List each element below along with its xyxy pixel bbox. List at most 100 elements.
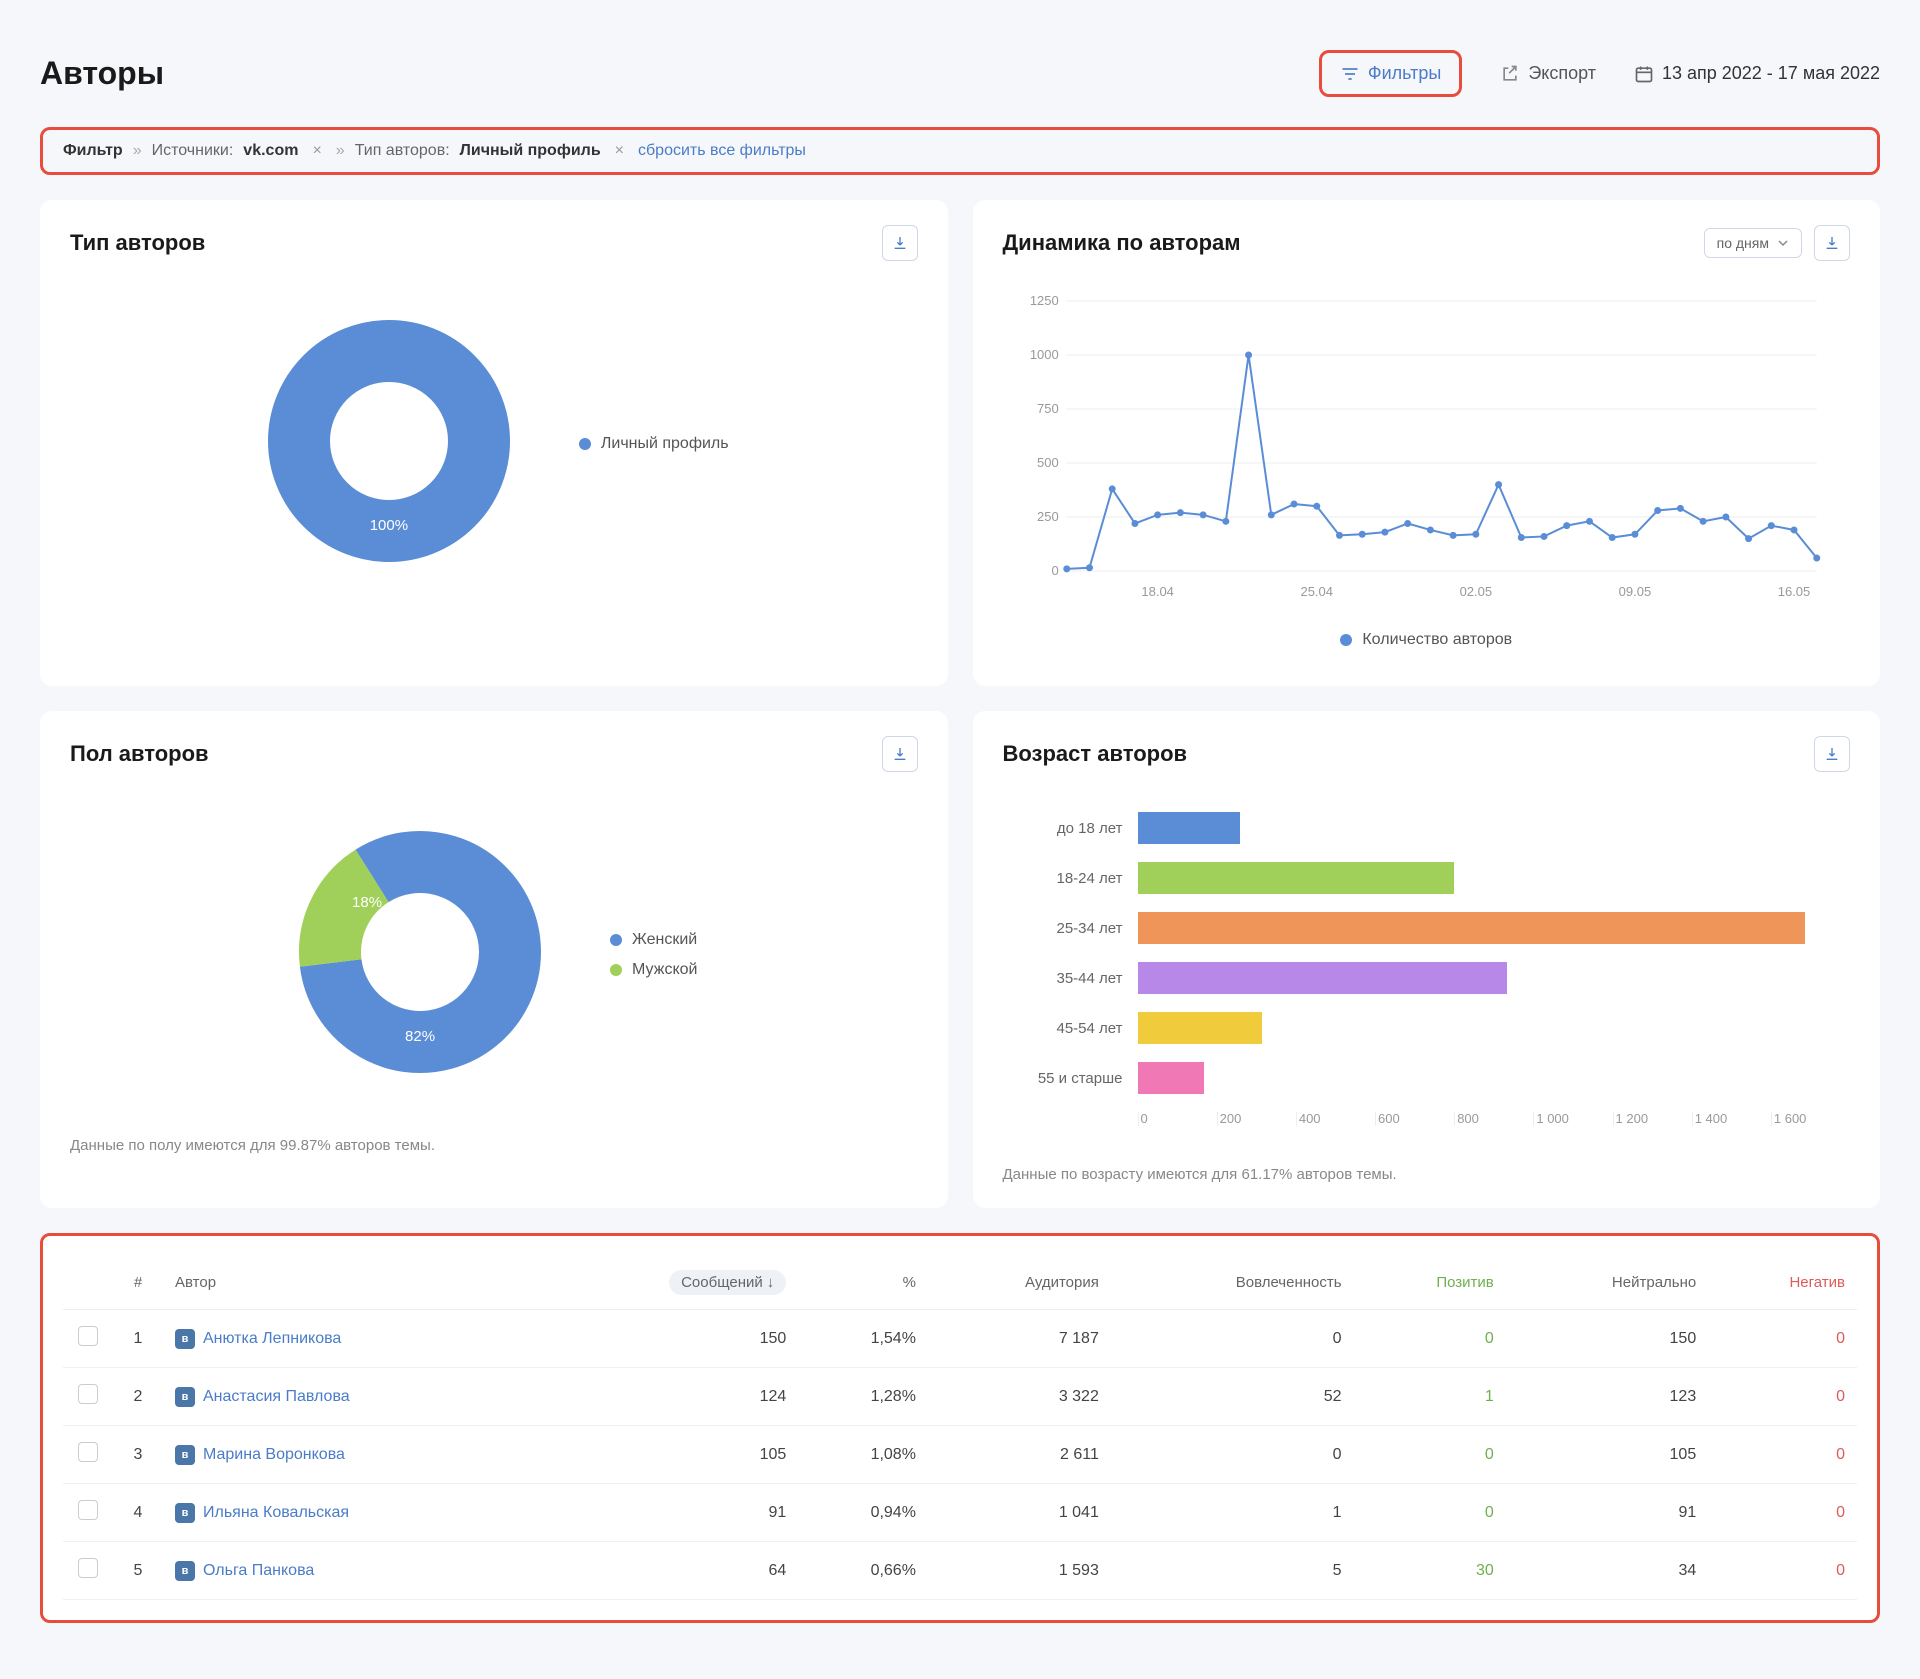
col-positive[interactable]: Позитив (1354, 1256, 1506, 1310)
age-bar-row: 25-34 лет (1003, 912, 1851, 944)
axis-tick: 1 200 (1613, 1112, 1692, 1126)
cell-negative: 0 (1708, 1542, 1857, 1600)
legend-item[interactable]: Количество авторов (1340, 631, 1512, 649)
legend-dot (610, 934, 622, 946)
row-num: 1 (113, 1310, 163, 1368)
col-messages[interactable]: Сообщений ↓ (534, 1256, 798, 1310)
col-audience[interactable]: Аудитория (928, 1256, 1111, 1310)
charts-grid: Тип авторов 100% Личный профиль (30, 200, 1890, 1208)
download-button[interactable] (1814, 225, 1850, 261)
age-label: 25-34 лет (1003, 920, 1123, 937)
female-percent: 82% (405, 1028, 435, 1045)
col-num[interactable]: # (113, 1256, 163, 1310)
calendar-icon (1634, 64, 1654, 84)
cell-positive: 30 (1354, 1542, 1506, 1600)
age-bar[interactable] (1138, 1062, 1205, 1094)
cell-neutral: 91 (1506, 1484, 1708, 1542)
svg-text:16.05: 16.05 (1777, 584, 1810, 599)
export-button[interactable]: Экспорт (1482, 53, 1614, 94)
author-link[interactable]: вИльяна Ковальская (175, 1503, 522, 1523)
table-row: 1 вАнютка Лепникова 150 1,54% 7 187 0 0 … (63, 1310, 1857, 1368)
remove-source-filter[interactable]: × (312, 142, 321, 160)
age-bar[interactable] (1138, 1012, 1263, 1044)
author-link[interactable]: вАнютка Лепникова (175, 1329, 522, 1349)
author-name: Ольга Панкова (203, 1562, 314, 1580)
svg-text:1000: 1000 (1029, 347, 1058, 362)
download-button[interactable] (882, 736, 918, 772)
legend-item[interactable]: Личный профиль (579, 435, 729, 453)
sort-desc-icon: ↓ (767, 1274, 775, 1291)
row-checkbox[interactable] (78, 1500, 98, 1520)
cell-pct: 1,54% (798, 1310, 928, 1368)
svg-text:750: 750 (1037, 401, 1059, 416)
cell-audience: 2 611 (928, 1426, 1111, 1484)
download-button[interactable] (1814, 736, 1850, 772)
svg-text:09.05: 09.05 (1618, 584, 1651, 599)
page-header: Авторы Фильтры Экспорт 13 апр 2022 - 17 … (30, 30, 1890, 127)
age-bar[interactable] (1138, 812, 1240, 844)
author-link[interactable]: вАнастасия Павлова (175, 1387, 522, 1407)
male-percent: 18% (352, 894, 382, 911)
author-name: Марина Воронкова (203, 1446, 345, 1464)
card-footer-note: Данные по возрасту имеются для 61.17% ав… (1003, 1166, 1851, 1183)
cell-negative: 0 (1708, 1484, 1857, 1542)
age-bar[interactable] (1138, 962, 1508, 994)
age-label: до 18 лет (1003, 820, 1123, 837)
age-label: 35-44 лет (1003, 970, 1123, 987)
row-checkbox[interactable] (78, 1384, 98, 1404)
author-link[interactable]: вМарина Воронкова (175, 1445, 522, 1465)
cell-engagement: 5 (1111, 1542, 1354, 1600)
author-link[interactable]: вОльга Панкова (175, 1561, 522, 1581)
dynamics-line-chart: 02505007501000125018.0425.0402.0509.0516… (1003, 291, 1851, 611)
col-engagement[interactable]: Вовлеченность (1111, 1256, 1354, 1310)
date-range-picker[interactable]: 13 апр 2022 - 17 мая 2022 (1634, 63, 1880, 84)
reset-filters-link[interactable]: сбросить все фильтры (638, 142, 806, 160)
legend-label: Мужской (632, 961, 697, 979)
col-neutral[interactable]: Нейтрально (1506, 1256, 1708, 1310)
col-author[interactable]: Автор (163, 1256, 534, 1310)
age-card: Возраст авторов до 18 лет 18-24 лет 25-3… (973, 711, 1881, 1208)
legend-label: Количество авторов (1362, 631, 1512, 649)
legend-item-female[interactable]: Женский (610, 931, 697, 949)
legend-label: Личный профиль (601, 435, 729, 453)
table-row: 3 вМарина Воронкова 105 1,08% 2 611 0 0 … (63, 1426, 1857, 1484)
cell-neutral: 150 (1506, 1310, 1708, 1368)
cell-negative: 0 (1708, 1426, 1857, 1484)
authors-table-card: # Автор Сообщений ↓ % Аудитория Вовлечен… (40, 1233, 1880, 1623)
vk-icon: в (175, 1503, 195, 1523)
col-pct[interactable]: % (798, 1256, 928, 1310)
age-bar-row: 45-54 лет (1003, 1012, 1851, 1044)
header-actions: Фильтры Экспорт 13 апр 2022 - 17 мая 202… (1319, 50, 1880, 97)
cell-messages: 64 (534, 1542, 798, 1600)
row-num: 3 (113, 1426, 163, 1484)
period-select[interactable]: по дням (1704, 228, 1802, 258)
cell-pct: 0,94% (798, 1484, 928, 1542)
remove-type-filter[interactable]: × (615, 142, 624, 160)
cell-negative: 0 (1708, 1368, 1857, 1426)
author-type-card: Тип авторов 100% Личный профиль (40, 200, 948, 686)
card-title: Динамика по авторам (1003, 230, 1241, 256)
age-bar[interactable] (1138, 912, 1806, 944)
filters-button[interactable]: Фильтры (1319, 50, 1462, 97)
age-bar[interactable] (1138, 862, 1454, 894)
filter-sources-label: Источники: (152, 142, 234, 160)
download-button[interactable] (882, 225, 918, 261)
row-checkbox[interactable] (78, 1558, 98, 1578)
svg-text:1250: 1250 (1029, 293, 1058, 308)
cell-audience: 1 593 (928, 1542, 1111, 1600)
row-num: 5 (113, 1542, 163, 1600)
filter-sources-value: vk.com (243, 142, 298, 160)
row-checkbox[interactable] (78, 1326, 98, 1346)
axis-tick: 600 (1375, 1112, 1454, 1126)
col-negative[interactable]: Негатив (1708, 1256, 1857, 1310)
axis-tick: 1 600 (1771, 1112, 1850, 1126)
table-row: 5 вОльга Панкова 64 0,66% 1 593 5 30 34 … (63, 1542, 1857, 1600)
row-checkbox[interactable] (78, 1442, 98, 1462)
svg-text:25.04: 25.04 (1300, 584, 1333, 599)
legend-item-male[interactable]: Мужской (610, 961, 697, 979)
cell-positive: 0 (1354, 1484, 1506, 1542)
cell-audience: 1 041 (928, 1484, 1111, 1542)
cell-messages: 124 (534, 1368, 798, 1426)
age-label: 55 и старше (1003, 1070, 1123, 1087)
svg-text:18.04: 18.04 (1141, 584, 1174, 599)
